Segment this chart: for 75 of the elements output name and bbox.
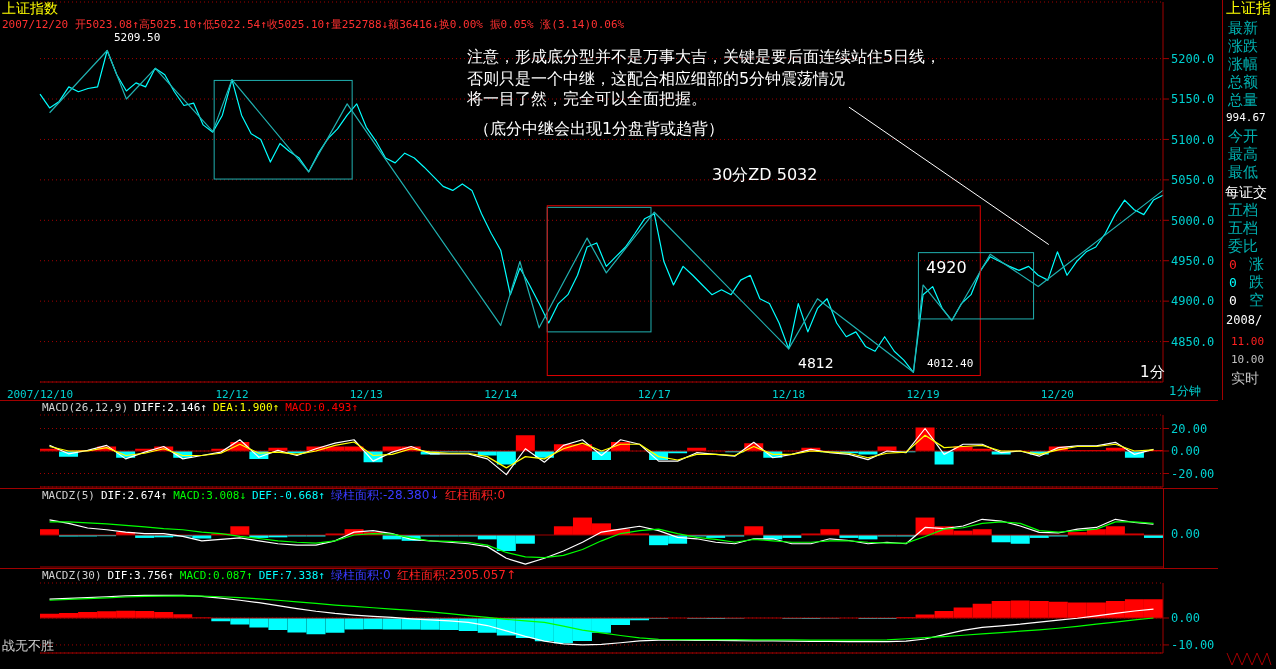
text: 2007/12/20 开5023.08↑高5025.10↑低5022.54↑收5025.10↑量252788↓额36416↓换0.00% 振0.05% 涨(3.14)0.06% bbox=[2, 17, 625, 32]
y-tick-label: -20.00 bbox=[1171, 466, 1215, 481]
text: 红柱面积:0 bbox=[445, 488, 506, 502]
text: 绿柱面积:-28.380↓ bbox=[330, 488, 440, 502]
text: 总量 bbox=[1228, 91, 1258, 110]
chart-title: MACD(26,12,9) bbox=[42, 401, 129, 414]
text: 最新 bbox=[1228, 19, 1258, 38]
y-tick-label: 20.00 bbox=[1171, 421, 1208, 436]
y-tick-label: 5050.0 bbox=[1171, 173, 1215, 188]
y-tick-label: -10.00 bbox=[1171, 638, 1215, 653]
text: 最高 bbox=[1228, 145, 1258, 164]
chart-title: MACDZ(30) bbox=[42, 569, 102, 582]
text: MACD:0.493↑ bbox=[285, 401, 359, 414]
annotation: 1分 bbox=[1140, 363, 1165, 381]
annotation: 4012.40 bbox=[927, 357, 974, 371]
text: 上证指 bbox=[1226, 0, 1271, 18]
y-tick-label: 0.00 bbox=[1171, 611, 1200, 626]
y-tick-label: 4950.0 bbox=[1171, 253, 1215, 268]
y-tick-label: 5000.0 bbox=[1171, 213, 1215, 228]
text: 0 bbox=[1229, 257, 1237, 273]
y-tick-label: 5200.0 bbox=[1171, 51, 1215, 66]
y-tick-label: 0.00 bbox=[1171, 444, 1200, 459]
text: DEF:7.338↑ bbox=[258, 569, 325, 582]
text: 0 bbox=[1229, 275, 1237, 291]
text: 涨跌 bbox=[1228, 37, 1258, 56]
series-label: MACD:0.087↑ bbox=[179, 569, 253, 582]
annotation: 4920 bbox=[926, 258, 967, 277]
annotation: 5209.50 bbox=[114, 31, 161, 45]
x-tick-label: 12/17 bbox=[637, 387, 671, 401]
text: 绿柱面积:0 bbox=[330, 568, 391, 582]
y-tick-label: 4900.0 bbox=[1171, 294, 1215, 309]
text: 实时 bbox=[1231, 370, 1259, 387]
text: 最低 bbox=[1228, 163, 1258, 182]
y-tick-label: 4850.0 bbox=[1171, 334, 1215, 349]
text: 五档 bbox=[1228, 201, 1258, 220]
text: DIFF:2.146↑ bbox=[134, 401, 207, 414]
chart-title: 上证指数 bbox=[2, 0, 58, 18]
annotation: （底分中继会出现1分盘背或趋背） bbox=[474, 119, 725, 138]
x-tick-label: 12/18 bbox=[772, 387, 806, 401]
text: 委比 bbox=[1228, 237, 1258, 256]
text: 涨幅 bbox=[1228, 55, 1258, 74]
text: 0 bbox=[1229, 293, 1237, 309]
text: 11.00 bbox=[1231, 335, 1265, 349]
chart-title: MACDZ(5) bbox=[42, 489, 95, 502]
annotation: 战无不胜 bbox=[2, 637, 54, 655]
text: DEF:-0.668↑ bbox=[252, 489, 325, 502]
text: DIF:2.674↑ bbox=[100, 489, 168, 502]
text: 五档 bbox=[1228, 219, 1258, 238]
x-tick-label: 12/12 bbox=[215, 387, 249, 401]
text: 跌 bbox=[1249, 273, 1264, 292]
x-tick-label: 12/19 bbox=[906, 387, 940, 401]
text: 994.67 bbox=[1226, 111, 1266, 125]
text: 总额 bbox=[1228, 73, 1258, 92]
annotation: 30分ZD 5032 bbox=[712, 165, 818, 184]
x-axis-title: 1分钟 bbox=[1169, 383, 1201, 400]
x-tick-label: 12/13 bbox=[349, 387, 383, 401]
text: 涨 bbox=[1249, 255, 1264, 274]
annotation: 将一目了然，完全可以全面把握。 bbox=[467, 89, 707, 108]
text: 今开 bbox=[1228, 127, 1258, 146]
text: 2008/ bbox=[1226, 313, 1263, 328]
x-tick-label: 12/14 bbox=[484, 387, 518, 401]
y-tick-label: 5150.0 bbox=[1171, 92, 1215, 107]
text: 红柱面积:2305.057↑ bbox=[396, 568, 516, 582]
annotation: 否则只是一个中继，这配合相应细部的5分钟震荡情况 bbox=[467, 69, 846, 88]
annotation: 注意，形成底分型并不是万事大吉，关键是要后面连续站住5日线， bbox=[467, 47, 942, 66]
x-tick-label: 2007/12/10 bbox=[6, 387, 74, 401]
y-tick-label: 5100.0 bbox=[1171, 132, 1215, 147]
text: MACD:3.008↓ bbox=[173, 489, 247, 502]
text: 10.00 bbox=[1231, 353, 1265, 367]
text: 空 bbox=[1249, 291, 1264, 310]
x-tick-label: 12/20 bbox=[1040, 387, 1074, 401]
text: DEA:1.900↑ bbox=[212, 401, 280, 414]
annotation: 4812 bbox=[798, 355, 834, 372]
text: 每证交 bbox=[1225, 184, 1267, 201]
series-label: DIF:3.756↑ bbox=[107, 569, 174, 582]
